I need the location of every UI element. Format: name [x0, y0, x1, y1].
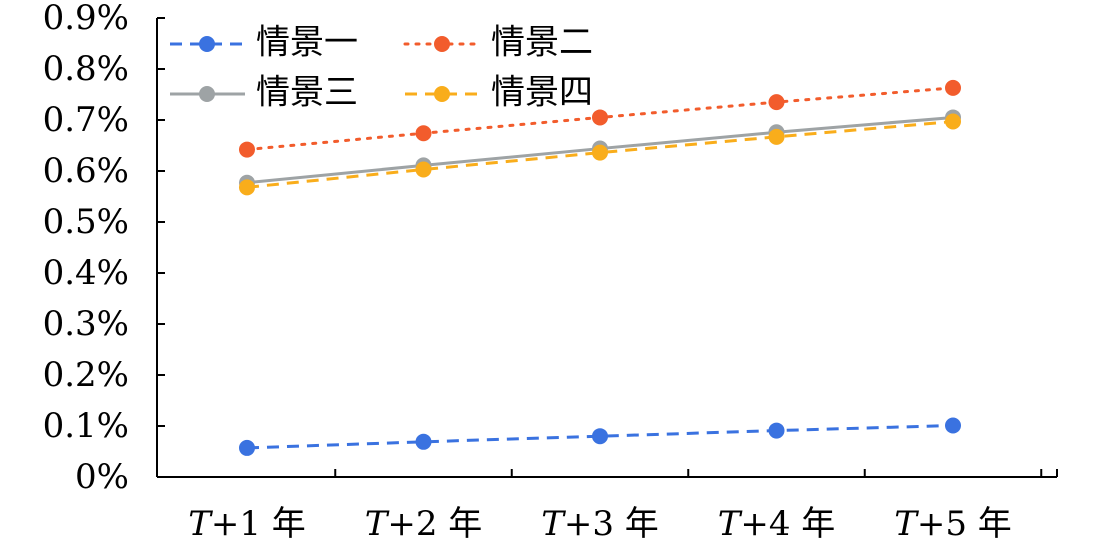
legend-label: 情景四 — [491, 73, 593, 113]
y-tick-label: 0.9% — [43, 0, 129, 38]
data-point — [945, 113, 961, 130]
x-tick-label: T+5 年 — [894, 504, 1012, 544]
data-point — [592, 109, 608, 126]
axes: 0%0.1%0.2%0.3%0.4%0.5%0.6%0.7%0.8%0.9%T+… — [43, 0, 1058, 544]
legend-label: 情景三 — [256, 73, 358, 113]
data-point — [768, 128, 785, 145]
legend-entry: 情景四 — [405, 73, 593, 113]
y-tick-label: 0.6% — [43, 151, 129, 191]
y-tick-label: 0.5% — [43, 202, 129, 242]
x-tick-label-italic: T — [365, 504, 390, 544]
legend-label: 情景一 — [256, 23, 358, 63]
y-tick-label: 0.4% — [43, 253, 129, 293]
data-point — [415, 433, 432, 450]
x-tick-label-italic: T — [894, 504, 919, 544]
legend-entry: 情景二 — [403, 23, 593, 63]
data-point — [239, 179, 255, 196]
y-tick-label: 0.7% — [43, 100, 129, 140]
legend-marker — [434, 86, 450, 102]
x-tick-label: T+1 年 — [188, 504, 306, 544]
legend-entry: 情景三 — [170, 73, 358, 113]
data-point — [415, 161, 432, 178]
x-tick-label: T+4 年 — [718, 504, 836, 544]
x-tick-label-rest: +5 年 — [917, 504, 1012, 544]
y-tick-label: 0.3% — [43, 304, 129, 344]
series-layer — [239, 79, 961, 456]
data-point — [592, 428, 608, 445]
legend-marker — [199, 36, 215, 52]
data-point — [945, 79, 961, 96]
x-tick-label-italic: T — [718, 504, 743, 544]
x-tick-label-rest: +4 年 — [740, 504, 835, 544]
x-tick-label-italic: T — [188, 504, 213, 544]
series-line — [246, 120, 954, 189]
y-tick-label: 0% — [75, 457, 129, 497]
x-tick-label: T+3 年 — [541, 504, 659, 544]
data-point — [239, 141, 255, 158]
data-point — [945, 417, 961, 434]
data-point — [768, 422, 785, 439]
y-tick-label: 0.1% — [43, 406, 129, 446]
legend-marker — [199, 86, 215, 102]
y-tick-label: 0.8% — [43, 49, 129, 89]
series-line — [246, 423, 954, 450]
legend-marker — [434, 36, 450, 52]
x-tick-label-rest: +3 年 — [564, 504, 659, 544]
y-tick-label: 0.2% — [43, 355, 129, 395]
data-point — [768, 94, 785, 111]
legend-label: 情景二 — [491, 23, 593, 63]
data-point — [415, 125, 432, 142]
x-tick-label: T+2 年 — [365, 504, 483, 544]
x-tick-label-italic: T — [541, 504, 566, 544]
x-tick-label-rest: +1 年 — [211, 504, 306, 544]
x-tick-label-rest: +2 年 — [387, 504, 482, 544]
data-point — [239, 439, 255, 456]
legend-entry: 情景一 — [170, 23, 358, 63]
data-point — [592, 144, 608, 161]
